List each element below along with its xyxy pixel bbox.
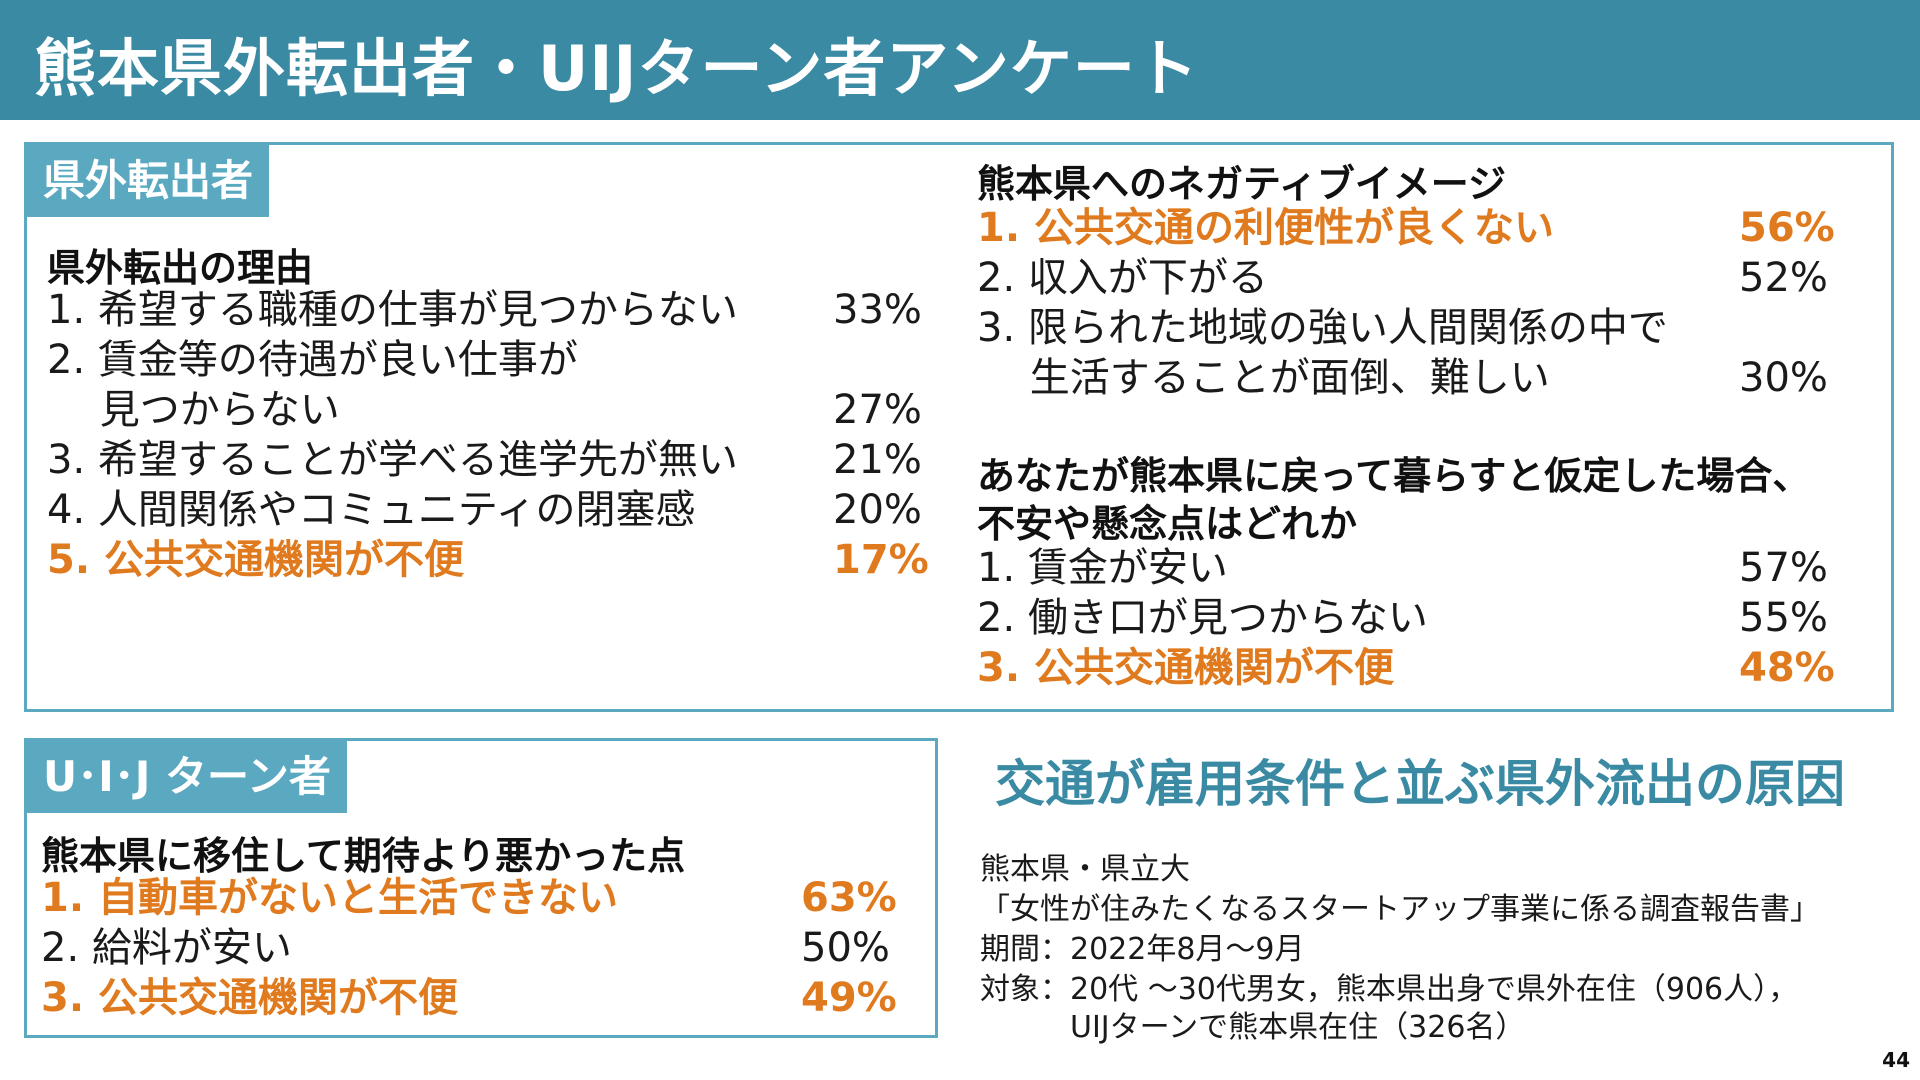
reason-row-4: 4. 人間関係やコミュニティの閉塞感 20%: [47, 485, 922, 535]
concern-row-3: 3. 公共交通機関が不便 48%: [977, 643, 1835, 693]
reason-pct: 20%: [833, 487, 922, 533]
negative-row-3: 3. 限られた地域の強い人間関係の中で: [977, 303, 1668, 353]
negative-label: 1. 公共交通の利便性が良くない: [977, 205, 1554, 251]
source-line-4: 対象：20代 ～30代男女，熊本県出身で県外在住（906人），: [980, 972, 1799, 1007]
negative-label: 2. 収入が下がる: [977, 255, 1268, 301]
concern-pct: 48%: [1739, 645, 1835, 691]
uij-row-1: 1. 自動車がないと生活できない 63%: [41, 873, 897, 923]
reason-row-3: 3. 希望することが学べる進学先が無い 21%: [47, 435, 922, 485]
reason-pct: 33%: [833, 287, 922, 333]
reason-pct: 21%: [833, 437, 922, 483]
header-bar: 熊本県外転出者・UIJターン者アンケート: [0, 0, 1920, 120]
concern-label: 1. 賃金が安い: [977, 545, 1228, 591]
concern-title-line2: 不安や懸念点はどれか: [977, 502, 1358, 546]
source-line-2: 「女性が住みたくなるスタートアップ事業に係る調査報告書」: [980, 892, 1820, 927]
uij-pct: 50%: [801, 925, 890, 971]
negative-pct: 30%: [1739, 355, 1828, 401]
concern-label: 2. 働き口が見つからない: [977, 595, 1428, 641]
source-line-1: 熊本県・県立大: [980, 852, 1190, 887]
reason-pct: 17%: [833, 537, 929, 583]
panel-uij-turners: U･I･J ターン者 熊本県に移住して期待より悪かった点 1. 自動車がないと生…: [24, 738, 938, 1038]
concern-label: 3. 公共交通機関が不便: [977, 645, 1394, 691]
negative-pct: 56%: [1739, 205, 1835, 251]
negative-row-3b: 生活することが面倒、難しい 30%: [977, 353, 1828, 403]
reason-label: 4. 人間関係やコミュニティの閉塞感: [47, 487, 696, 533]
uij-row-2: 2. 給料が安い 50%: [41, 923, 890, 973]
panel-out-tag: 県外転出者: [27, 145, 270, 217]
panel-uij-tag: U･I･J ターン者: [27, 741, 347, 813]
concern-pct: 57%: [1739, 545, 1828, 591]
reason-row-1: 1. 希望する職種の仕事が見つからない 33%: [47, 285, 922, 335]
reason-label: 1. 希望する職種の仕事が見つからない: [47, 287, 738, 333]
uij-label: 2. 給料が安い: [41, 925, 292, 971]
source-line-5: UIJターンで熊本県在住（326名）: [980, 1010, 1526, 1045]
reason-label: 5. 公共交通機関が不便: [47, 537, 464, 583]
uij-row-3: 3. 公共交通機関が不便 49%: [41, 973, 897, 1023]
uij-title: 熊本県に移住して期待より悪かった点: [41, 834, 686, 878]
concern-pct: 55%: [1739, 595, 1828, 641]
reason-pct: 27%: [833, 387, 922, 433]
uij-pct: 49%: [801, 975, 897, 1021]
reason-row-2b: 見つからない 27%: [47, 385, 922, 435]
page-number: 44: [1882, 1048, 1910, 1072]
page-title: 熊本県外転出者・UIJターン者アンケート: [34, 32, 1199, 105]
concern-title-line1: あなたが熊本県に戻って暮らすと仮定した場合、: [977, 454, 1811, 498]
reason-label: 2. 賃金等の待遇が良い仕事が: [47, 337, 578, 383]
negative-title: 熊本県へのネガティブイメージ: [977, 162, 1506, 206]
reason-label: 3. 希望することが学べる進学先が無い: [47, 437, 738, 483]
negative-label: 3. 限られた地域の強い人間関係の中で: [977, 305, 1668, 351]
uij-pct: 63%: [801, 875, 897, 921]
reason-row-2: 2. 賃金等の待遇が良い仕事が: [47, 335, 578, 385]
uij-label: 1. 自動車がないと生活できない: [41, 875, 618, 921]
concern-row-1: 1. 賃金が安い 57%: [977, 543, 1828, 593]
reasons-title: 県外転出の理由: [47, 246, 314, 290]
reason-row-5: 5. 公共交通機関が不便 17%: [47, 535, 929, 585]
uij-label: 3. 公共交通機関が不便: [41, 975, 458, 1021]
concern-row-2: 2. 働き口が見つからない 55%: [977, 593, 1828, 643]
source-line-3: 期間：2022年8月～9月: [980, 932, 1305, 967]
reason-label: 見つからない: [47, 387, 340, 433]
panel-out-migrants: 県外転出者 県外転出の理由 1. 希望する職種の仕事が見つからない 33% 2.…: [24, 142, 1894, 712]
negative-label: 生活することが面倒、難しい: [977, 355, 1550, 401]
negative-row-2: 2. 収入が下がる 52%: [977, 253, 1828, 303]
negative-pct: 52%: [1739, 255, 1828, 301]
negative-row-1: 1. 公共交通の利便性が良くない 56%: [977, 203, 1835, 253]
conclusion-headline: 交通が雇用条件と並ぶ県外流出の原因: [995, 755, 1845, 813]
